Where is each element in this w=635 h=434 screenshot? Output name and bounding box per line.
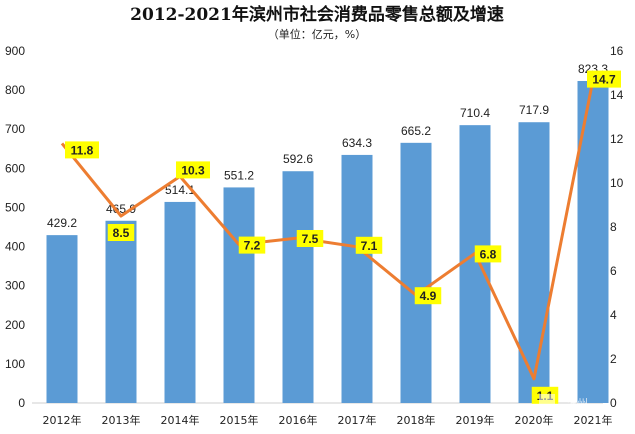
rate-series: [60, 79, 595, 381]
chart-subtitle: （单位：亿元，%）: [268, 27, 366, 41]
rate-label-highlight: [107, 224, 135, 241]
right-tick-label: 4: [610, 308, 617, 322]
left-tick-label: 200: [5, 318, 25, 332]
rate-label-highlight: [587, 70, 621, 88]
rate-label-highlight: [474, 245, 502, 263]
left-tick-label: 300: [5, 279, 25, 293]
right-tick-label: 14: [610, 88, 624, 102]
watermark: 滨州: [539, 394, 588, 410]
bar-value-label: 710.4: [460, 106, 490, 120]
right-axis: 0 2 4 6 8 10 12 14 16: [610, 44, 624, 410]
left-tick-label: 700: [5, 122, 25, 136]
rate-label-highlight: [176, 161, 210, 179]
rate-value-label: 10.3: [181, 163, 205, 177]
bar-series: [46, 80, 609, 403]
chart-title: 2012-2021年滨州市社会消费品零售总额及增速: [130, 4, 504, 25]
left-tick-label: 400: [5, 240, 25, 254]
bar-value-label: 634.3: [342, 136, 372, 150]
rate-value-label: 6.8: [480, 247, 497, 261]
left-tick-label: 100: [5, 357, 25, 371]
bar: [518, 122, 550, 403]
bar: [282, 171, 314, 403]
stamp-icon: [539, 394, 555, 408]
category-label: 2012年: [43, 413, 82, 427]
right-tick-label: 6: [610, 264, 617, 278]
left-axis: 0 100 200 300 400 500 600 700 800 900: [5, 44, 25, 410]
rate-label-highlight: [238, 236, 266, 254]
right-tick-label: 16: [610, 44, 624, 58]
rate-value-label: 8.5: [113, 226, 130, 240]
rate-value-label: 14.7: [592, 73, 616, 87]
growth-rate-line: [60, 79, 595, 381]
category-label: 2018年: [397, 413, 436, 427]
left-tick-label: 0: [18, 396, 25, 410]
bar-value-label: 429.2: [47, 216, 77, 230]
rate-label-highlight: [414, 287, 442, 305]
watermark-text: 滨州: [566, 396, 588, 410]
rate-value-label: 4.9: [420, 289, 437, 303]
right-tick-label: 2: [610, 352, 617, 366]
category-label: 2021年: [574, 413, 613, 427]
category-label: 2017年: [338, 413, 377, 427]
category-label: 2015年: [220, 413, 259, 427]
category-label: 2020年: [515, 413, 554, 427]
bar-value-label: 665.2: [401, 124, 431, 138]
right-tick-label: 12: [610, 132, 624, 146]
rate-value-label: 7.2: [244, 239, 261, 253]
left-tick-label: 900: [5, 44, 25, 58]
rate-label-highlight: [65, 141, 99, 159]
right-tick-label: 8: [610, 220, 617, 234]
rate-label-highlight: [296, 230, 324, 247]
category-label: 2013年: [102, 413, 141, 427]
rate-label-highlight: [355, 236, 383, 254]
left-tick-label: 800: [5, 83, 25, 97]
bar: [223, 187, 255, 403]
right-tick-label: 0: [610, 396, 617, 410]
category-label: 2019年: [456, 413, 495, 427]
category-label: 2014年: [161, 413, 200, 427]
bar-value-label: 592.6: [283, 152, 313, 166]
left-tick-label: 600: [5, 161, 25, 175]
rate-value-label: 11.8: [71, 143, 94, 157]
bar: [46, 235, 78, 403]
left-tick-label: 500: [5, 200, 25, 214]
bar-value-label: 551.2: [224, 168, 254, 182]
x-axis-labels: 2012年 2013年 2014年 2015年 2016年 2017年 2018年 2019年…: [43, 413, 613, 427]
bar: [459, 125, 491, 403]
bar: [400, 142, 432, 403]
right-tick-label: 10: [610, 176, 624, 190]
bar: [341, 154, 373, 403]
bar: [164, 201, 196, 403]
bar: [105, 220, 137, 403]
rate-value-label: 7.5: [302, 232, 319, 246]
category-label: 2016年: [279, 413, 318, 427]
bar-value-label: 717.9: [519, 103, 549, 117]
rate-value-label: 7.1: [361, 239, 378, 253]
